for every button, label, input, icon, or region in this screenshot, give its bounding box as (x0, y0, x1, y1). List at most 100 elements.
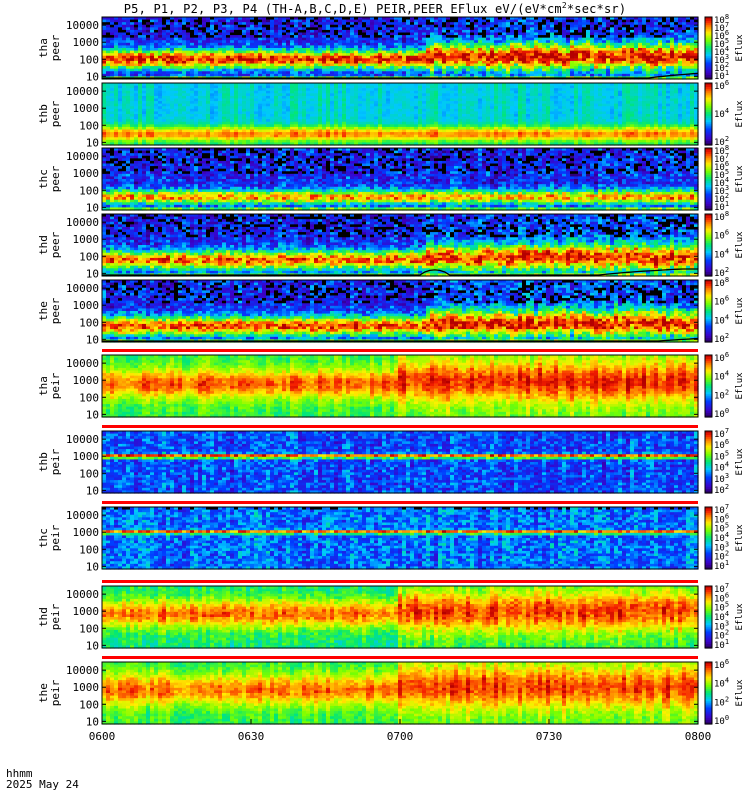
x-tick-label: 0730 (536, 730, 563, 743)
panel-species-label: peer (49, 34, 62, 61)
y-tick-label: 10 (86, 201, 99, 214)
colorbar-tick-label: 102 (714, 695, 729, 708)
y-tick-label: 1000 (73, 102, 100, 115)
colorbar-tick-label: 102 (714, 483, 729, 496)
panel-species-label: peer (49, 165, 62, 192)
colorbar-label: Eflux (735, 603, 745, 631)
y-tick-label: 1000 (73, 374, 100, 387)
spectrogram-image (102, 355, 699, 418)
colorbar-tick-label: 104 (714, 313, 729, 326)
y-tick-label: 10 (86, 560, 99, 573)
y-tick-label: 10000 (66, 588, 99, 601)
panel-species-label: peer (49, 100, 62, 127)
colorbar-label: Eflux (735, 679, 745, 707)
y-tick-label: 10 (86, 715, 99, 728)
colorbar-label: Eflux (735, 165, 745, 193)
colorbar-tick-label: 100 (714, 407, 729, 420)
colorbar-label: Eflux (735, 100, 745, 128)
y-tick-label: 100 (79, 391, 99, 404)
x-tick-label: 0600 (89, 730, 116, 743)
gap-stripe (102, 501, 698, 504)
x-tick-label: 0800 (685, 730, 712, 743)
colorbar-tick-label: 102 (714, 332, 729, 345)
y-tick-label: 10 (86, 484, 99, 497)
spectrogram-image (102, 214, 699, 277)
y-tick-label: 10000 (66, 216, 99, 229)
colorbar-tick-label: 106 (714, 658, 729, 671)
panel-species-label: peir (49, 679, 62, 706)
colorbar-tick-label: 100 (714, 714, 729, 727)
y-tick-label: 100 (79, 184, 99, 197)
panel-species-label: peir (49, 524, 62, 551)
spectrogram-image (102, 507, 699, 570)
y-tick-label: 100 (79, 250, 99, 263)
y-tick-label: 100 (79, 467, 99, 480)
y-tick-label: 10 (86, 70, 99, 83)
y-tick-label: 1000 (73, 526, 100, 539)
y-tick-label: 10000 (66, 509, 99, 522)
y-tick-label: 100 (79, 543, 99, 556)
colorbar-label: Eflux (735, 34, 745, 62)
y-tick-label: 100 (79, 53, 99, 66)
y-tick-label: 10 (86, 136, 99, 149)
y-tick-label: 1000 (73, 233, 100, 246)
y-tick-label: 100 (79, 316, 99, 329)
y-tick-label: 10000 (66, 664, 99, 677)
colorbar-tick-label: 106 (714, 295, 729, 308)
colorbar-tick-label: 106 (714, 229, 729, 242)
colorbar-tick-label: 102 (714, 388, 729, 401)
y-tick-label: 10000 (66, 19, 99, 32)
gap-stripe (102, 656, 698, 659)
colorbar-tick-label: 106 (714, 351, 729, 364)
date-label: 2025 May 24 (6, 779, 79, 790)
colorbar-tick-label: 104 (714, 677, 729, 690)
spectrogram-image (102, 148, 699, 211)
gap-stripe (102, 349, 698, 352)
x-tick-label: 0630 (238, 730, 265, 743)
y-tick-label: 10000 (66, 150, 99, 163)
panel-species-label: peir (49, 448, 62, 475)
y-tick-label: 1000 (73, 681, 100, 694)
spectrogram-image (102, 431, 699, 494)
colorbar-label: Eflux (735, 297, 745, 325)
y-tick-label: 1000 (73, 36, 100, 49)
footer-labels: hhmm 2025 May 24 (6, 768, 79, 790)
y-tick-label: 100 (79, 698, 99, 711)
y-tick-label: 1000 (73, 450, 100, 463)
spectrogram-image (102, 280, 699, 343)
y-tick-label: 10000 (66, 357, 99, 370)
panel-species-label: peer (49, 231, 62, 258)
colorbar-tick-label: 104 (714, 370, 729, 383)
y-tick-label: 10000 (66, 433, 99, 446)
y-tick-label: 10 (86, 267, 99, 280)
spectrogram-image (102, 17, 699, 80)
colorbar-label: Eflux (735, 448, 745, 476)
y-tick-label: 10000 (66, 85, 99, 98)
colorbar-tick-label: 104 (714, 247, 729, 260)
y-tick-label: 10 (86, 333, 99, 346)
gap-stripe (102, 580, 698, 583)
colorbar-label: Eflux (735, 524, 745, 552)
y-tick-label: 10000 (66, 282, 99, 295)
y-tick-label: 1000 (73, 299, 100, 312)
panel-species-label: peir (49, 372, 62, 399)
colorbar-label: Eflux (735, 372, 745, 400)
gap-stripe (102, 425, 698, 428)
panel-species-label: peir (49, 603, 62, 630)
y-tick-label: 10 (86, 639, 99, 652)
panel-species-label: peer (49, 297, 62, 324)
colorbar: 100 102 104 106 Eflux (705, 351, 745, 420)
